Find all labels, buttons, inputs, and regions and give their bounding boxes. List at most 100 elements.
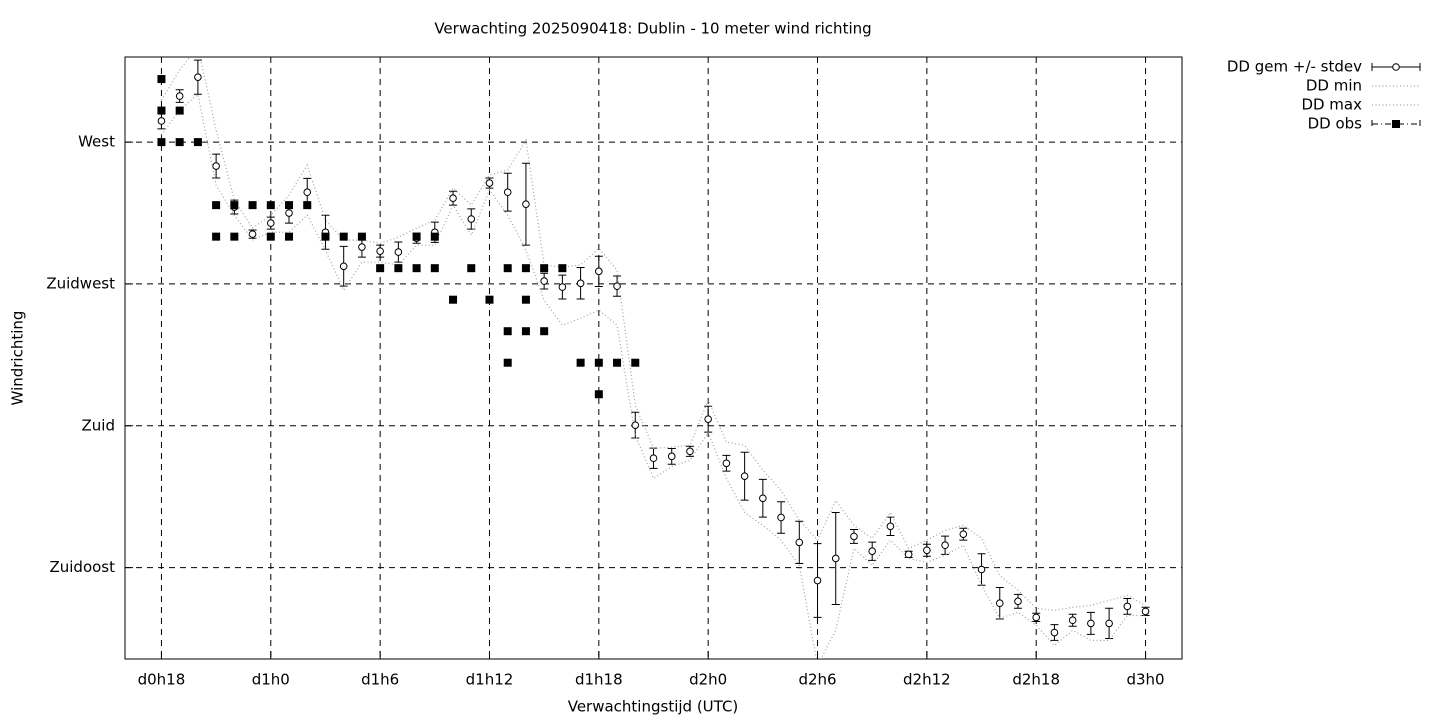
obs-point: [175, 106, 184, 115]
obs-point: [540, 327, 549, 336]
y-tick-label: Zuidwest: [46, 274, 115, 292]
legend-label: DD min: [1306, 77, 1362, 95]
mean-point: [759, 494, 767, 503]
mean-point: [303, 188, 312, 197]
x-tick-label: d3h0: [1126, 671, 1164, 689]
mean-point: [558, 283, 567, 291]
x-tick-label: d2h0: [689, 671, 727, 689]
y-tick-label: Zuid: [82, 416, 115, 434]
obs-point: [212, 201, 221, 210]
mean-point: [376, 247, 384, 255]
mean-point: [540, 277, 548, 285]
obs-point: [503, 358, 512, 367]
plot-area: [157, 57, 1150, 659]
mean-point: [649, 454, 658, 463]
mean-point: [1105, 619, 1113, 628]
x-axis-label: Verwachtingstijd (UTC): [568, 698, 739, 716]
obs-point: [230, 232, 239, 241]
mean-point: [1068, 616, 1077, 625]
obs-point: [266, 201, 275, 210]
legend-label: DD max: [1301, 96, 1362, 114]
obs-point: [576, 358, 585, 367]
obs-point: [503, 327, 512, 336]
obs-point: [339, 232, 348, 241]
obs-point: [321, 232, 330, 241]
obs-point: [193, 138, 202, 147]
legend-label: DD obs: [1308, 115, 1363, 133]
x-tick-label: d2h6: [798, 671, 836, 689]
obs-point: [521, 327, 530, 336]
mean-point: [1123, 602, 1132, 611]
obs-point: [412, 232, 421, 241]
x-tick-label: d1h6: [361, 671, 399, 689]
obs-point: [558, 264, 567, 273]
mean-point: [977, 565, 986, 574]
mean-point: [704, 415, 712, 423]
x-tick-label: d1h18: [575, 671, 623, 689]
mean-point: [358, 243, 366, 251]
mean-point: [667, 452, 676, 461]
mean-point: [1087, 619, 1095, 628]
mean-point: [722, 459, 731, 468]
mean-point: [631, 421, 640, 429]
mean-point: [941, 541, 949, 550]
obs-point: [157, 106, 166, 115]
obs-point: [212, 232, 221, 241]
obs-point: [285, 232, 294, 241]
mean-point: [175, 92, 184, 100]
obs-point: [613, 358, 622, 367]
mean-point: [959, 530, 968, 538]
mean-point: [1141, 607, 1150, 616]
mean-point: [576, 279, 585, 288]
mean-point: [1014, 597, 1022, 606]
legend-marker: [1392, 120, 1400, 128]
obs-point: [157, 138, 166, 147]
mean-point: [266, 219, 275, 227]
mean-point: [1032, 613, 1041, 622]
mean-point: [485, 179, 494, 187]
y-axis-label: Windrichting: [9, 311, 27, 406]
mean-point: [850, 532, 858, 541]
obs-point: [303, 201, 312, 210]
obs-point: [248, 201, 257, 210]
x-tick-label: d0h18: [138, 671, 186, 689]
obs-point: [266, 232, 275, 241]
obs-point: [503, 264, 512, 273]
obs-point: [594, 390, 603, 399]
mean-point: [522, 200, 530, 208]
mean-point: [613, 282, 621, 290]
mean-point: [157, 117, 166, 125]
legend-label: DD gem +/- stdev: [1227, 58, 1362, 76]
x-tick-label: d2h12: [903, 671, 951, 689]
obs-point: [357, 232, 366, 241]
obs-point: [521, 264, 530, 273]
obs-point: [430, 264, 439, 273]
x-tick-label: d1h0: [252, 671, 290, 689]
mean-point: [886, 522, 895, 531]
mean-point: [923, 546, 931, 555]
y-tick-label: West: [78, 133, 115, 151]
mean-point: [339, 262, 348, 271]
mean-point: [868, 547, 876, 556]
obs-point: [285, 201, 294, 210]
obs-point: [540, 264, 549, 273]
obs-point: [521, 295, 530, 304]
obs-point: [175, 138, 184, 147]
obs-point: [157, 75, 166, 84]
legend-marker: [1392, 63, 1400, 71]
obs-point: [467, 264, 476, 273]
x-tick-label: d2h18: [1012, 671, 1060, 689]
mean-point: [467, 215, 476, 223]
mean-point: [212, 162, 220, 170]
mean-point: [831, 554, 840, 563]
mean-point: [248, 230, 257, 238]
y-tick-label: Zuidoost: [49, 558, 115, 576]
mean-point: [285, 209, 293, 217]
mean-point: [813, 576, 822, 585]
obs-point: [376, 264, 385, 273]
mean-point: [686, 447, 694, 456]
mean-point: [503, 188, 512, 197]
mean-point: [595, 267, 603, 276]
mean-point: [740, 472, 749, 480]
